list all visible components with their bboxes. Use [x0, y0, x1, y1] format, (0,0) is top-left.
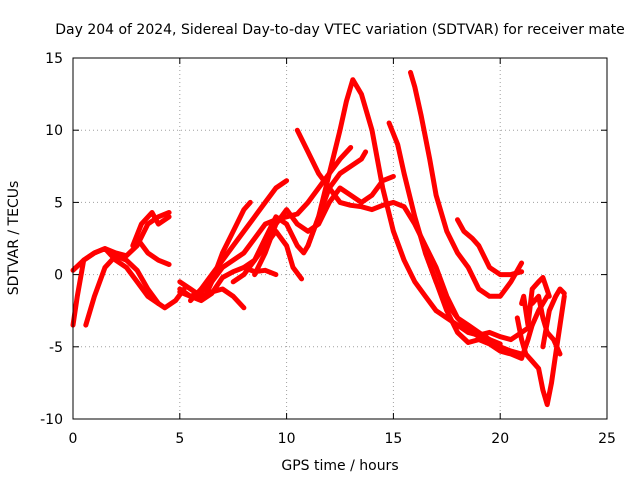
trace-s17	[408, 69, 525, 299]
trace-s16	[386, 120, 525, 357]
x-tick-label: 25	[598, 431, 616, 447]
plot-frame	[72, 57, 608, 420]
y-tick-label: 5	[54, 195, 63, 211]
y-tick-label: 15	[45, 51, 63, 67]
axis-ticks: 0 5 10 15 20 25 -10 -5 0 5 10 15	[40, 51, 616, 447]
y-tick-label: 10	[45, 123, 63, 139]
trace-s2	[83, 253, 187, 328]
trace-s13	[252, 173, 396, 278]
chart-title: Day 204 of 2024, Sidereal Day-to-day VTE…	[55, 22, 625, 38]
trace-s5	[134, 236, 172, 267]
x-tick-label: 10	[278, 431, 296, 447]
trace-s4	[130, 210, 172, 249]
trace-s15	[305, 77, 535, 343]
x-axis-label: GPS time / hours	[281, 458, 398, 474]
trace-s14	[294, 127, 503, 347]
trace-s22	[540, 286, 567, 350]
x-tick-label: 15	[384, 431, 402, 447]
data-traces	[70, 69, 567, 408]
x-tick-label: 5	[175, 431, 184, 447]
x-tick-label: 0	[69, 431, 78, 447]
trace-s9	[188, 178, 290, 304]
grid-lines	[73, 58, 607, 419]
trace-s3	[70, 246, 161, 328]
trace-s12	[241, 228, 305, 282]
trace-s19	[422, 250, 550, 361]
y-tick-label: -5	[49, 340, 63, 356]
y-tick-label: -10	[40, 412, 63, 428]
x-tick-label: 20	[491, 431, 509, 447]
trace-s8	[177, 199, 253, 299]
trace-s18	[455, 217, 525, 278]
y-axis-label: SDTVAR / TECUs	[6, 181, 22, 296]
y-tick-label: 0	[54, 268, 63, 284]
trace-s23	[519, 275, 552, 328]
